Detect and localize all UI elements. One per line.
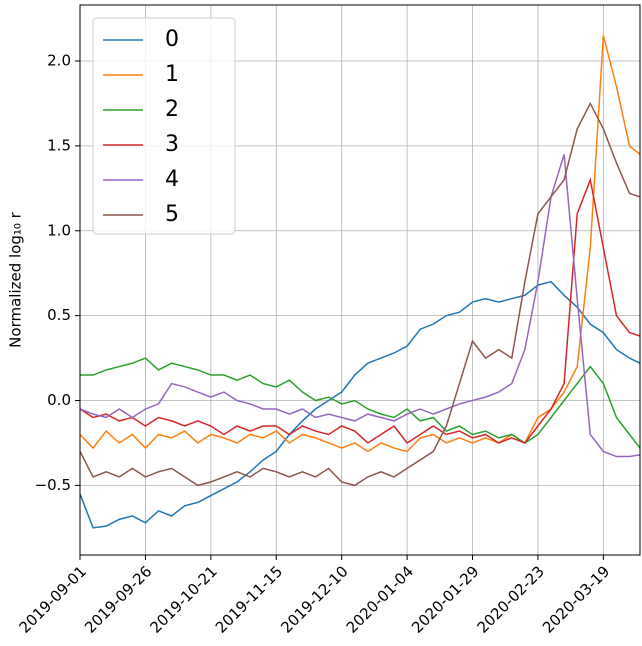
legend-box xyxy=(92,17,236,235)
x-tick-label: 2020-02-23 xyxy=(474,562,548,636)
y-axis-label: Normalized log₁₀ r xyxy=(7,211,25,347)
legend-label: 2 xyxy=(165,97,179,122)
y-tick-label: 2.0 xyxy=(47,52,71,70)
x-tick-label: 2020-01-04 xyxy=(343,562,417,636)
series-line xyxy=(79,154,641,458)
legend-label: 0 xyxy=(165,27,179,52)
x-tick-label: 2019-09-26 xyxy=(81,562,155,636)
series-line xyxy=(80,357,641,449)
x-tick-label: 2019-10-21 xyxy=(146,562,220,636)
series-line xyxy=(79,280,641,529)
y-tick-label: 0.5 xyxy=(47,306,71,324)
legend-label: 4 xyxy=(165,167,179,192)
plot-frame xyxy=(79,4,641,556)
y-tick-label: 1.5 xyxy=(47,136,71,154)
y-tick-label: −0.5 xyxy=(35,476,71,494)
x-tick-label: 2019-11-15 xyxy=(212,562,286,636)
x-tick-label: 2020-01-29 xyxy=(408,562,482,636)
y-tick-label: 0.0 xyxy=(47,391,71,409)
legend-label: 3 xyxy=(165,132,179,157)
x-tick-label: 2019-12-10 xyxy=(277,562,351,636)
series-line xyxy=(79,177,641,444)
series-line xyxy=(79,35,641,453)
y-tick-label: 1.0 xyxy=(47,221,71,239)
series-line xyxy=(79,101,641,487)
legend-label: 1 xyxy=(165,62,179,87)
x-tick-label: 2020-03-19 xyxy=(539,562,613,636)
x-tick-label: 2019-09-01 xyxy=(16,562,90,636)
legend-label: 5 xyxy=(165,202,179,227)
